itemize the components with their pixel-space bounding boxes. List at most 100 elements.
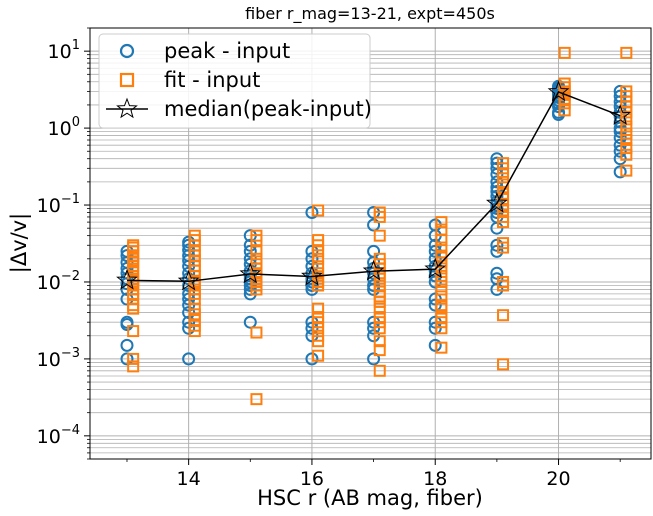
x-tick-label: 18 — [423, 468, 447, 490]
x-tick-label: 20 — [546, 468, 570, 490]
y-tick-label: 10−2 — [37, 269, 80, 294]
y-tick-label: 10−3 — [37, 346, 80, 371]
data-point-peak — [305, 252, 319, 266]
data-point-fit — [250, 326, 263, 339]
median-line — [126, 91, 621, 283]
data-point-peak — [243, 315, 257, 329]
data-point-fit — [312, 204, 325, 217]
data-point-fit — [312, 316, 325, 329]
data-point-fit — [497, 279, 510, 292]
data-point-fit — [620, 120, 633, 133]
data-point-peak — [367, 282, 381, 296]
data-point-peak — [367, 218, 381, 232]
data-point-fit — [312, 349, 325, 362]
data-point-peak — [428, 292, 442, 306]
data-point-fit — [312, 252, 325, 265]
legend-marker-fit — [119, 72, 135, 88]
data-point-fit — [435, 249, 448, 262]
data-point-fit — [312, 335, 325, 348]
legend-label-fit: fit - input — [164, 68, 260, 92]
data-point-fit — [497, 309, 510, 322]
data-point-median — [116, 268, 138, 290]
data-point-fit — [435, 341, 448, 354]
data-point-peak — [182, 266, 196, 280]
data-point-peak — [428, 275, 442, 289]
data-point-fit — [127, 325, 140, 338]
data-point-peak — [305, 278, 319, 292]
data-point-peak — [490, 266, 504, 280]
series-2 — [116, 80, 632, 291]
data-point-peak — [428, 298, 442, 312]
y-tick-label: 10−1 — [37, 192, 80, 217]
data-point-fit — [620, 142, 633, 155]
y-axis-label: |Δv/v| — [7, 213, 32, 273]
data-point-peak — [305, 259, 319, 273]
data-point-fit — [558, 104, 571, 117]
data-point-fit — [497, 216, 510, 229]
data-point-peak — [613, 165, 627, 179]
y-tick-label: 101 — [48, 38, 80, 63]
legend-label-peak: peak - input — [164, 39, 290, 63]
data-point-peak — [305, 352, 319, 366]
data-point-peak — [120, 352, 134, 366]
data-point-fit — [373, 322, 386, 335]
data-point-fit — [250, 393, 263, 406]
data-point-fit — [497, 241, 510, 254]
data-point-peak — [243, 282, 257, 296]
data-point-fit — [620, 148, 633, 161]
x-tick-label: 16 — [300, 468, 324, 490]
y-axis: 10−4 10−3 10−2 10−1 100 101 — [37, 27, 90, 460]
data-point-peak — [305, 321, 319, 335]
legend-marker-median — [116, 97, 138, 119]
plot-area — [116, 46, 633, 406]
data-point-fit — [435, 316, 448, 329]
y-tick-label: 10−4 — [37, 423, 80, 448]
data-point-fit — [312, 279, 325, 292]
data-point-fit — [497, 192, 510, 205]
data-point-fit — [127, 302, 140, 315]
data-point-peak — [490, 189, 504, 203]
data-point-fit — [620, 127, 633, 140]
data-point-fit — [127, 352, 140, 365]
data-point-median — [609, 104, 632, 125]
data-point-peak — [120, 318, 134, 332]
data-point-fit — [127, 360, 140, 373]
data-point-peak — [182, 352, 196, 366]
data-point-fit — [373, 316, 386, 329]
data-point-fit — [497, 204, 510, 217]
data-point-peak — [367, 278, 381, 292]
data-point-peak — [305, 244, 319, 258]
x-axis: 14 16 18 20 — [126, 459, 621, 490]
data-point-peak — [367, 321, 381, 335]
data-point-peak — [613, 144, 627, 158]
data-point-peak — [428, 321, 442, 335]
data-point-fit — [373, 364, 386, 377]
y-tick-label: 100 — [48, 115, 80, 140]
data-point-fit — [558, 97, 571, 110]
data-point-peak — [428, 338, 442, 352]
data-point-fit — [373, 210, 386, 223]
data-point-fit — [435, 269, 448, 282]
data-point-fit — [435, 322, 448, 335]
data-point-median — [486, 191, 508, 213]
data-point-fit — [373, 295, 386, 308]
data-point-fit — [497, 358, 510, 371]
data-point-fit — [373, 302, 386, 315]
data-point-peak — [182, 272, 196, 286]
data-point-median — [547, 80, 570, 102]
data-point-median — [424, 257, 447, 279]
series-1 — [127, 46, 633, 406]
data-point-fit — [373, 335, 386, 348]
axes-frame — [89, 27, 652, 460]
data-point-peak — [367, 352, 381, 366]
data-point-peak — [182, 298, 196, 312]
legend: peak - input fit - input median(peak-inp… — [98, 33, 372, 129]
chart-title: fiber r_mag=13-21, expt=450s — [245, 4, 495, 24]
data-point-fit — [620, 134, 633, 147]
legend-box — [98, 33, 371, 129]
x-axis-label: HSC r (AB mag, fiber) — [257, 486, 483, 510]
data-point-fit — [620, 164, 633, 177]
x-tick-label: 14 — [177, 468, 201, 490]
data-point-fit — [373, 229, 386, 242]
data-point-median — [301, 265, 323, 286]
